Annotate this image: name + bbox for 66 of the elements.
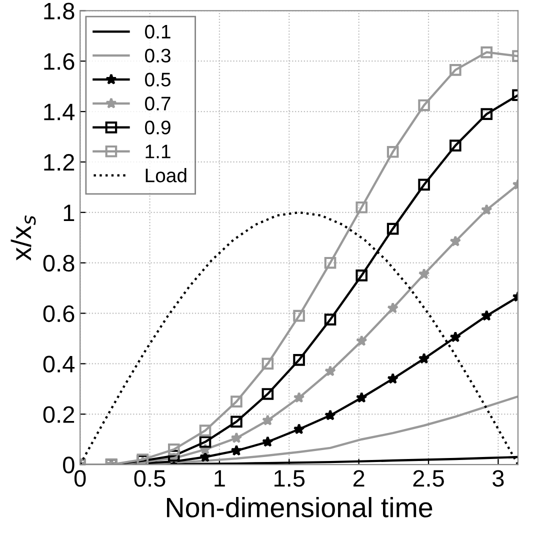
- point: [450, 331, 462, 342]
- point: [230, 396, 242, 408]
- point: [262, 436, 274, 447]
- point: [356, 335, 368, 346]
- point: [450, 236, 462, 246]
- point: [418, 352, 430, 364]
- legend-label: 0.1: [145, 24, 170, 39]
- point: [230, 444, 242, 456]
- point: [450, 64, 462, 76]
- y-tick-label: 0.4: [43, 356, 75, 372]
- x-axis-title: Non-dimensional time: [167, 497, 432, 518]
- x-tick-label: 0.5: [134, 470, 166, 487]
- point: [356, 201, 368, 214]
- point: [168, 444, 180, 456]
- point: [293, 423, 305, 434]
- legend-label: 0.5: [145, 72, 170, 86]
- y-tick-label: 0.6: [43, 305, 74, 322]
- point: [324, 314, 336, 326]
- y-tick-label: 1: [64, 204, 74, 221]
- point: [480, 310, 492, 321]
- point: [199, 424, 212, 436]
- point: [230, 416, 242, 428]
- point: [262, 388, 274, 400]
- point: [386, 146, 399, 158]
- x-tick-label: 2: [353, 470, 364, 487]
- point: [262, 414, 274, 426]
- point: [386, 222, 399, 235]
- point: [418, 178, 430, 191]
- legend-label: 0.3: [145, 48, 170, 63]
- point: [387, 302, 398, 314]
- point: [450, 140, 462, 152]
- point: [418, 268, 430, 280]
- point: [168, 450, 180, 462]
- x-tick-label: 2.5: [413, 470, 444, 487]
- y-tick-label: 1.4: [44, 104, 75, 120]
- point: [324, 365, 336, 376]
- legend-label: 0.7: [145, 96, 170, 110]
- legend-label: Load: [146, 168, 186, 182]
- point: [293, 392, 305, 403]
- point: [418, 99, 430, 112]
- point: [356, 392, 368, 403]
- point: [293, 310, 305, 322]
- point: [480, 204, 492, 215]
- point: [387, 372, 398, 384]
- point: [480, 46, 493, 58]
- point: [356, 270, 368, 282]
- y-tick-label: 1.8: [44, 2, 74, 20]
- point: [230, 432, 242, 444]
- point: [199, 436, 212, 448]
- y-axis-title: x/x$_{s}$: [10, 215, 36, 261]
- y-tick-label: 1.2: [44, 154, 74, 171]
- point: [324, 256, 336, 269]
- y-tick-label: 0.8: [43, 254, 74, 272]
- x-tick-label: 0: [74, 470, 86, 487]
- x-tick-label: 1.5: [274, 470, 305, 487]
- point: [324, 410, 336, 420]
- y-tick-label: 0.2: [43, 406, 74, 423]
- y-tick-label: 1.6: [44, 53, 74, 70]
- point: [480, 108, 493, 120]
- x-tick-label: 3: [492, 470, 504, 487]
- point: [293, 354, 305, 366]
- x-tick-label: 1: [214, 470, 225, 487]
- legend-label: 1.1: [146, 144, 170, 158]
- point: [262, 358, 274, 370]
- y-tick-label: 0: [63, 456, 74, 474]
- legend-label: 0.9: [145, 120, 170, 134]
